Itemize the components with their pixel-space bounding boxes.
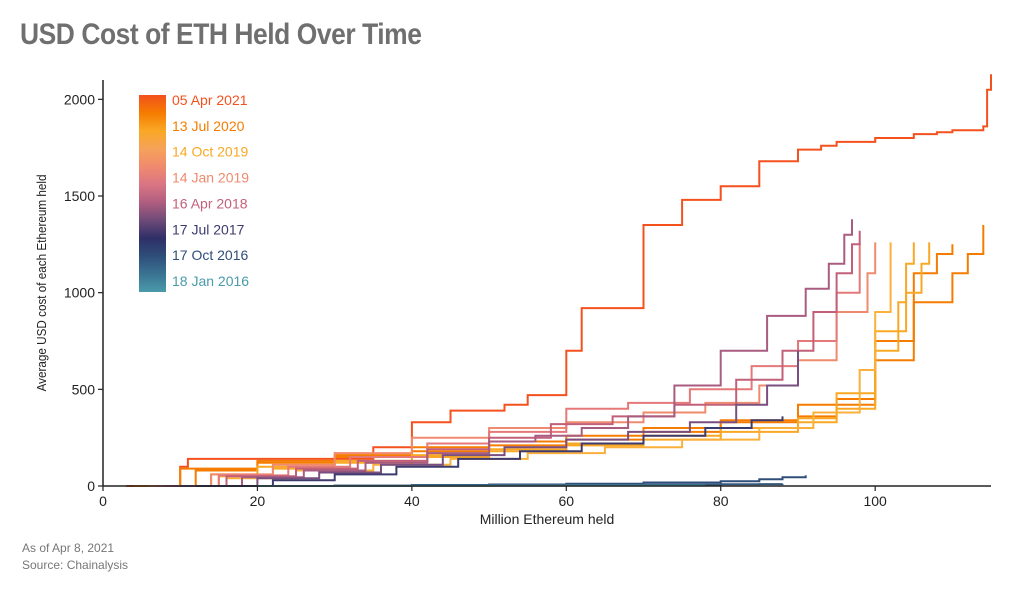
y-tick-label: 500 bbox=[72, 381, 96, 397]
series-line-11 bbox=[195, 416, 784, 487]
series-line-8 bbox=[164, 230, 861, 487]
series-line-1 bbox=[133, 225, 985, 487]
y-tick-label: 1000 bbox=[64, 285, 95, 301]
x-axis-label: Million Ethereum held bbox=[480, 511, 615, 527]
page-title: USD Cost of ETH Held Over Time bbox=[20, 18, 422, 51]
legend-label: 14 Jan 2019 bbox=[172, 170, 249, 186]
series-line-9 bbox=[172, 219, 853, 487]
series-line-10 bbox=[180, 350, 799, 487]
as-of-note: As of Apr 8, 2021 bbox=[22, 541, 115, 555]
x-tick-label: 100 bbox=[863, 493, 887, 509]
legend-label: 14 Oct 2019 bbox=[172, 144, 248, 160]
legend-label: 17 Oct 2016 bbox=[172, 247, 248, 263]
x-tick-label: 40 bbox=[404, 493, 420, 509]
source-note: Source: Chainalysis bbox=[22, 558, 129, 572]
x-tick-label: 80 bbox=[713, 493, 729, 509]
series-line-7 bbox=[157, 242, 861, 487]
axes bbox=[102, 80, 991, 487]
legend: 05 Apr 2021 13 Jul 2020 14 Oct 2019 14 Jan … bbox=[139, 92, 249, 292]
legend-label: 17 Jul 2017 bbox=[172, 221, 245, 237]
series-line-0 bbox=[126, 74, 992, 487]
y-tick-label: 2000 bbox=[64, 91, 95, 107]
series-lines bbox=[126, 74, 992, 487]
x-tick-label: 0 bbox=[99, 493, 107, 509]
legend-gradient-bar bbox=[139, 95, 166, 292]
x-tick-label: 20 bbox=[250, 493, 266, 509]
series-line-3 bbox=[149, 242, 931, 487]
y-tick-label: 1500 bbox=[64, 188, 95, 204]
y-tick-label: 0 bbox=[87, 478, 95, 494]
legend-label: 05 Apr 2021 bbox=[172, 92, 248, 108]
legend-label: 16 Apr 2018 bbox=[172, 195, 248, 211]
x-tick-label: 60 bbox=[559, 493, 575, 509]
y-axis-label: Average USD cost of each Ethereum held bbox=[34, 174, 49, 391]
legend-label: 13 Jul 2020 bbox=[172, 118, 245, 134]
legend-label: 18 Jan 2016 bbox=[172, 273, 249, 289]
